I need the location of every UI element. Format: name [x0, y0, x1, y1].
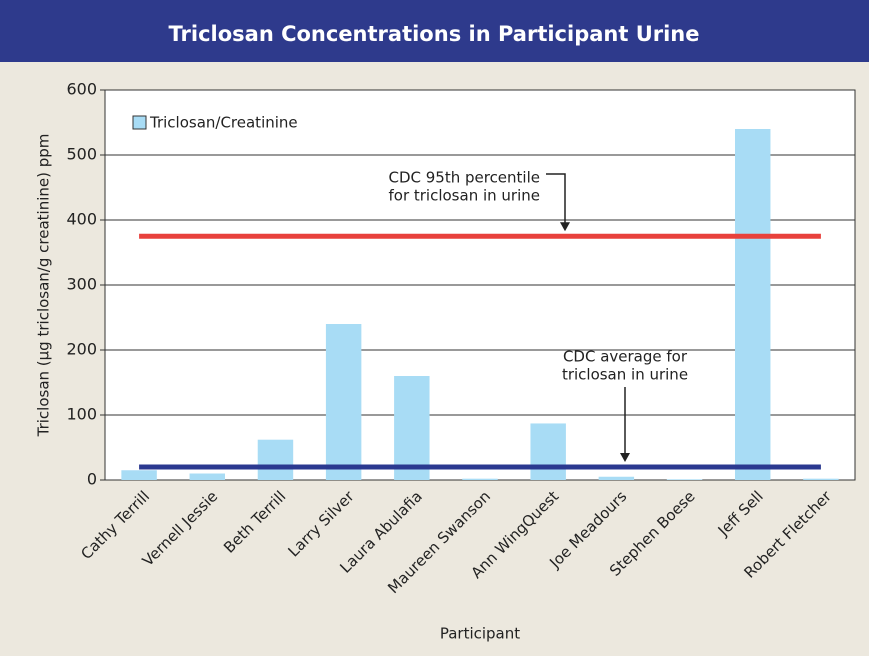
bar	[257, 439, 294, 480]
bar	[598, 476, 635, 480]
legend-swatch	[132, 115, 147, 130]
arrow-head	[560, 222, 570, 232]
annotation: for triclosan in urine	[388, 187, 540, 205]
chart-title: Triclosan Concentrations in Participant …	[169, 22, 700, 46]
annotation: CDC average for	[563, 348, 688, 366]
annotation: triclosan in urine	[562, 366, 688, 384]
arrow-head	[620, 453, 630, 462]
y-tick-label: 300	[66, 275, 97, 294]
annotation-arrow	[546, 173, 566, 227]
bar	[325, 324, 362, 480]
bar	[189, 473, 225, 480]
bar	[121, 470, 157, 480]
bar	[462, 478, 498, 480]
y-tick-label: 200	[66, 340, 97, 359]
bar	[394, 376, 430, 480]
x-axis-label: Participant	[440, 625, 520, 643]
y-tick-label: 100	[66, 405, 97, 424]
y-tick-label: 600	[66, 80, 97, 99]
header-band	[0, 0, 869, 62]
y-tick-label: 0	[87, 470, 97, 489]
bar	[803, 478, 839, 480]
annotation: CDC 95th percentile	[388, 169, 540, 187]
y-tick-label: 400	[66, 210, 97, 229]
bar	[735, 129, 771, 480]
bar	[666, 479, 703, 480]
y-tick-label: 500	[66, 145, 97, 164]
legend-label: Triclosan/Creatinine	[149, 114, 298, 132]
y-axis-label: Triclosan (µg triclosan/g creatinine) pp…	[35, 134, 53, 438]
bar	[530, 423, 566, 480]
